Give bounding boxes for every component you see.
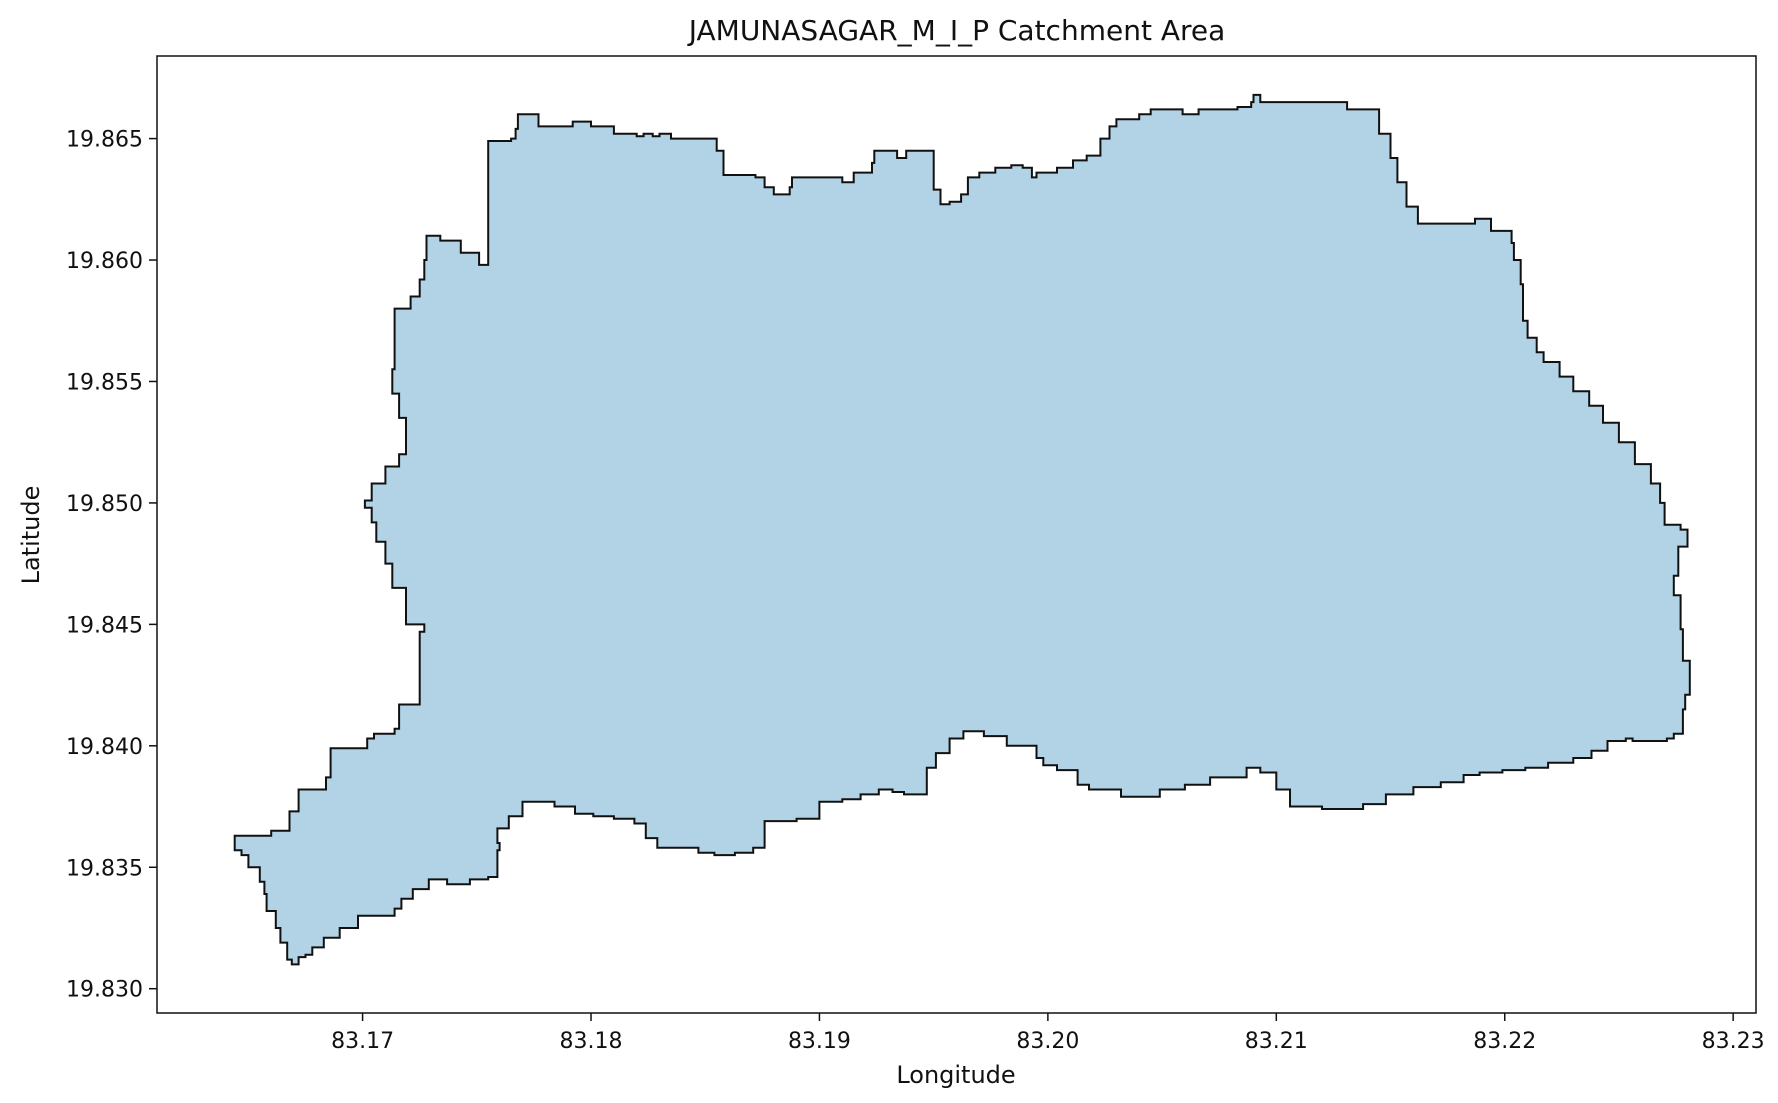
- y-tick-label: 19.830: [66, 978, 143, 1003]
- catchment-polygon: [233, 93, 1691, 966]
- x-tick-label: 83.21: [1245, 1029, 1308, 1054]
- y-tick-label: 19.860: [66, 249, 143, 274]
- x-tick-label: 83.22: [1473, 1029, 1536, 1054]
- x-tick-label: 83.20: [1016, 1029, 1079, 1054]
- y-tick-label: 19.855: [66, 370, 143, 395]
- y-tick-label: 19.840: [66, 735, 143, 760]
- y-axis-ticks: 19.830 19.835 19.840 19.845 19.850 19.855 19.8…: [66, 128, 157, 1003]
- x-tick-label: 83.19: [788, 1029, 851, 1054]
- axes-frame: [156, 55, 1757, 1014]
- y-tick-label: 19.865: [66, 128, 143, 153]
- plot-area: [233, 93, 1691, 966]
- x-tick-label: 83.18: [560, 1029, 623, 1054]
- y-tick-label: 19.850: [66, 492, 143, 517]
- x-tick-label: 83.23: [1702, 1029, 1765, 1054]
- x-axis-ticks: 83.17 83.18 83.19 83.20 83.21 83.22 83.23: [331, 1013, 1765, 1054]
- x-axis-label: Longitude: [896, 1061, 1015, 1089]
- y-axis-label: Latitude: [17, 486, 45, 585]
- chart-title: JAMUNASAGAR_M_I_P Catchment Area: [687, 14, 1226, 47]
- y-tick-label: 19.835: [66, 856, 143, 881]
- y-tick-label: 19.845: [66, 613, 143, 638]
- x-tick-label: 83.17: [331, 1029, 394, 1054]
